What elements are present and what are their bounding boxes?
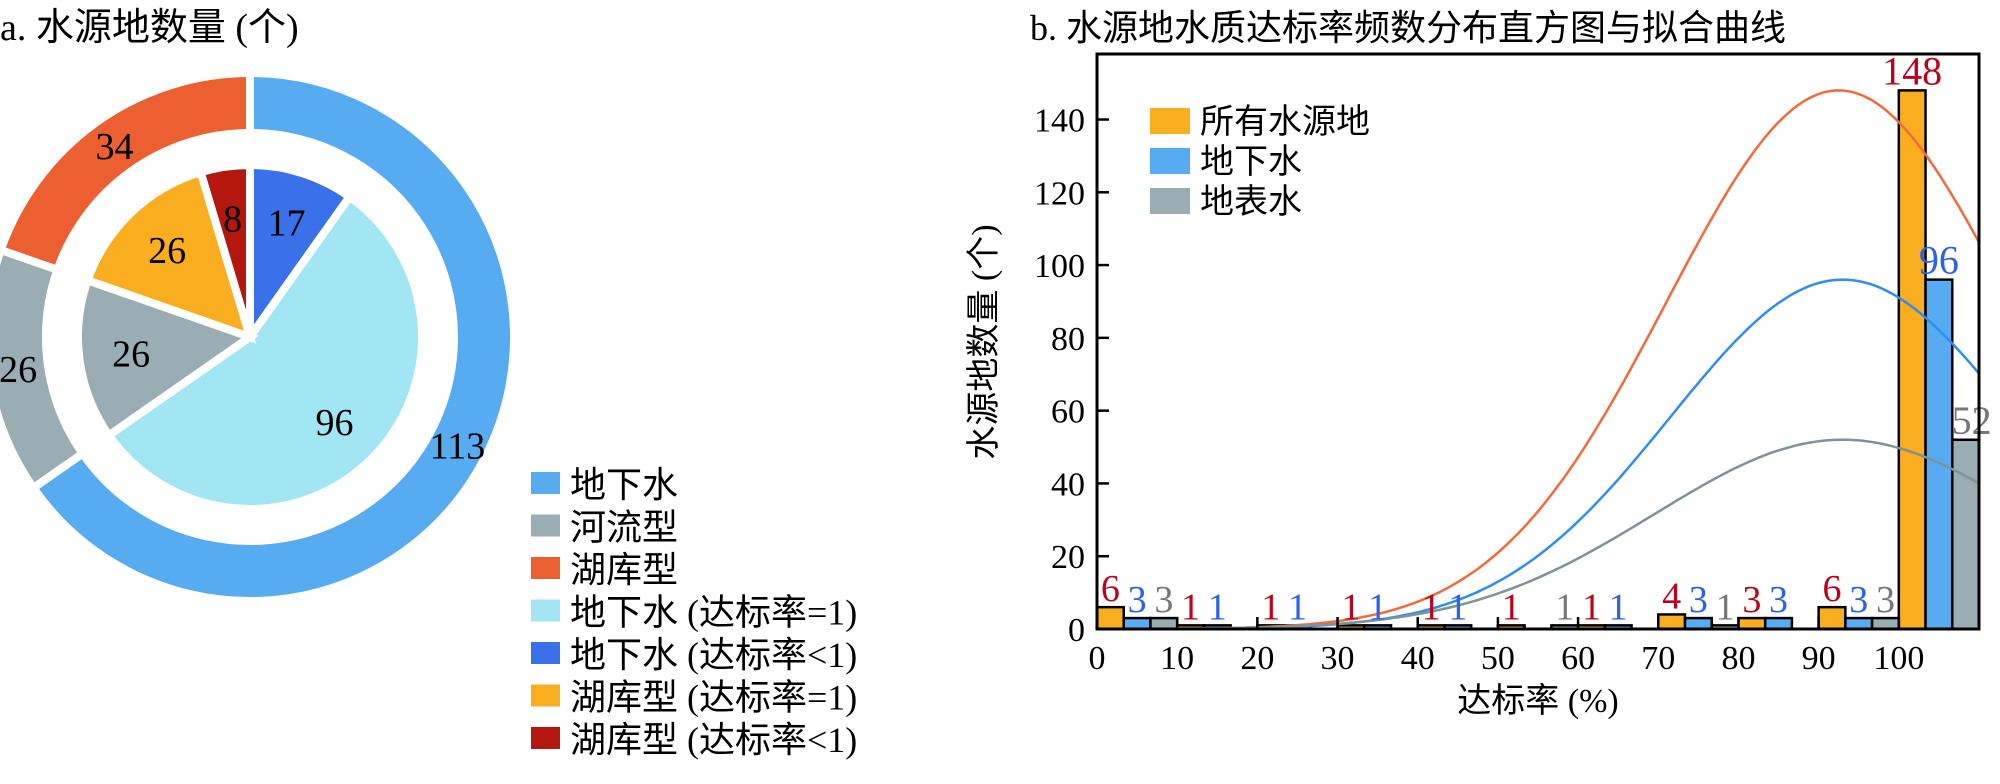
bar-value-label: 3 xyxy=(1154,579,1173,621)
x-tick-label: 50 xyxy=(1481,640,1515,677)
inner-pie-value-label: 96 xyxy=(315,402,353,444)
bar-value-label: 6 xyxy=(1823,568,1842,610)
x-tick-label: 80 xyxy=(1721,640,1755,677)
bar-value-label: 52 xyxy=(1952,398,1992,443)
bar-value-label: 1 xyxy=(1422,586,1441,628)
inner-pie-value-label: 8 xyxy=(223,198,242,240)
inner-pie-value-label: 26 xyxy=(112,333,150,375)
legend-swatch xyxy=(531,514,560,537)
bar-value-label: 1 xyxy=(1609,586,1628,628)
inner-pie-value-label: 17 xyxy=(267,203,305,245)
legend-swatch xyxy=(531,684,560,707)
legend-swatch xyxy=(531,727,560,749)
legend-swatch xyxy=(1150,108,1190,134)
x-tick-label: 40 xyxy=(1401,640,1435,677)
fit-curve xyxy=(1097,438,1980,631)
donut-chart: 113 26 34 17 96 26 26 8 xyxy=(0,68,518,605)
inner-pie-slice xyxy=(103,191,426,513)
pie-title: a. 水源地数量 (个) xyxy=(0,7,299,49)
legend-swatch xyxy=(531,599,560,622)
bar-value-label: 1 xyxy=(1181,586,1200,628)
legend-swatch xyxy=(531,642,560,664)
legend-label: 地下水 xyxy=(570,465,678,505)
bar-value-label: 1 xyxy=(1288,586,1307,628)
legend-label: 地下水 (达标率<1) xyxy=(570,635,857,675)
bar-value-label: 4 xyxy=(1662,575,1681,617)
y-tick-label: 80 xyxy=(1051,321,1085,358)
outer-ring-value-label: 113 xyxy=(430,425,486,467)
legend-label: 地下水 (达标率=1) xyxy=(570,593,857,633)
bar xyxy=(1095,605,1125,631)
plot-frame xyxy=(1095,52,1981,631)
y-tick-label: 40 xyxy=(1051,466,1085,503)
y-tick-label: 100 xyxy=(1034,248,1085,285)
bar-value-label: 1 xyxy=(1716,586,1735,628)
bar-value-label: 96 xyxy=(1919,238,1959,283)
legend-label: 地表水 xyxy=(1200,183,1302,221)
legend-label: 湖库型 (达标率<1) xyxy=(570,720,857,760)
legend-label: 所有水源地 xyxy=(1200,103,1370,141)
legend-label: 湖库型 (达标率=1) xyxy=(570,678,857,718)
bar-value-label: 6 xyxy=(1101,568,1120,610)
bar-value-label: 3 xyxy=(1849,579,1868,621)
bar-value-label: 1 xyxy=(1502,586,1521,628)
bar-value-label: 3 xyxy=(1769,579,1788,621)
legend-swatch xyxy=(531,557,560,579)
bar-value-label: 1 xyxy=(1341,586,1360,628)
y-tick-label: 120 xyxy=(1034,175,1085,212)
x-tick-label: 60 xyxy=(1561,640,1595,677)
x-tick-label: 10 xyxy=(1160,640,1194,677)
legend-swatch xyxy=(1150,188,1190,214)
hist-title: b. 水源地水质达标率频数分布直方图与拟合曲线 xyxy=(1030,8,1786,48)
x-axis-label: 达标率 (%) xyxy=(1457,682,1618,720)
y-tick-label: 20 xyxy=(1051,539,1085,576)
inner-pie-slice xyxy=(74,275,259,441)
bar xyxy=(1951,438,1981,631)
bar-value-label: 3 xyxy=(1128,579,1147,621)
x-tick-label: 20 xyxy=(1240,640,1274,677)
legend-label: 地下水 xyxy=(1200,143,1302,181)
outer-ring-slice xyxy=(0,68,254,275)
x-tick-label: 90 xyxy=(1802,640,1836,677)
legend-swatch xyxy=(1150,148,1190,174)
y-axis-label: 水源地数量 (个) xyxy=(965,224,1003,459)
bar-value-label: 1 xyxy=(1555,586,1574,628)
x-tick-label: 30 xyxy=(1321,640,1355,677)
bar-value-label: 1 xyxy=(1261,586,1280,628)
bar-value-label: 1 xyxy=(1448,586,1467,628)
legend-swatch xyxy=(531,472,560,494)
outer-ring-value-label: 34 xyxy=(96,126,134,168)
legend-label: 河流型 xyxy=(570,508,678,548)
bar-value-label: 1 xyxy=(1208,586,1227,628)
bar xyxy=(1897,89,1927,631)
y-tick-label: 140 xyxy=(1034,103,1085,140)
outer-ring-value-label: 26 xyxy=(0,349,37,391)
bar-value-label: 1 xyxy=(1368,586,1387,628)
outer-ring-slice xyxy=(27,68,518,605)
bar-value-label: 3 xyxy=(1742,579,1761,621)
x-tick-label: 0 xyxy=(1089,640,1106,677)
y-tick-label: 0 xyxy=(1068,612,1085,649)
inner-pie-slice xyxy=(195,160,254,339)
x-tick-label: 70 xyxy=(1641,640,1675,677)
x-tick-label: 100 xyxy=(1873,640,1924,677)
bar-value-label: 3 xyxy=(1876,579,1895,621)
y-tick-label: 60 xyxy=(1051,394,1085,431)
bar-value-label: 1 xyxy=(1582,586,1601,628)
inner-pie-value-label: 26 xyxy=(148,230,186,272)
bar-value-label: 148 xyxy=(1882,48,1942,93)
bar-value-label: 3 xyxy=(1689,579,1708,621)
bar xyxy=(1924,278,1954,631)
legend-label: 湖库型 xyxy=(570,550,678,590)
bar xyxy=(1817,605,1847,631)
